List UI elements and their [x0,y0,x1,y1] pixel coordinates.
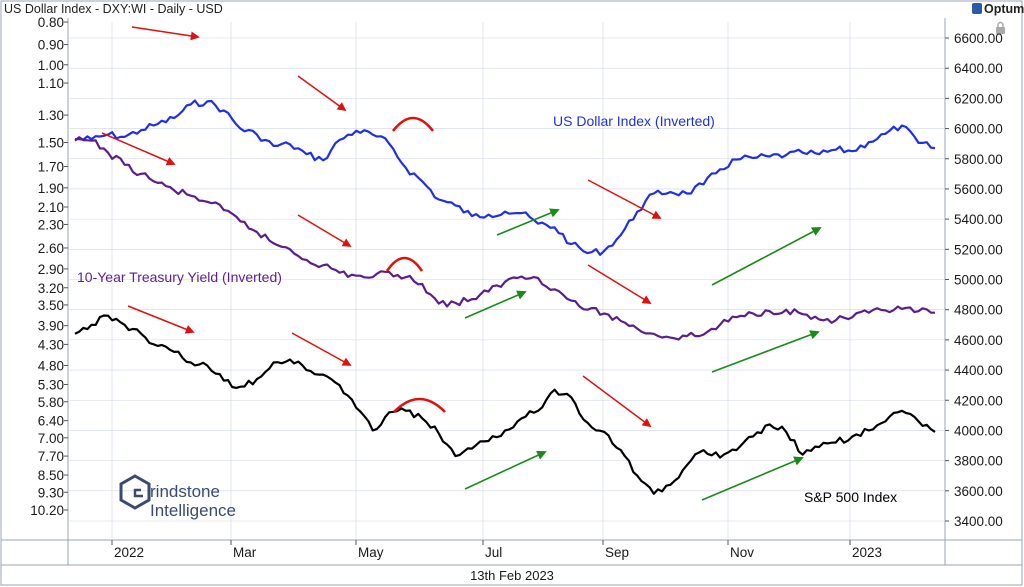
left-tick-label: 1.90 [38,181,64,196]
x-tick-label: 2022 [114,545,144,560]
left-tick-label: 1.70 [38,159,64,174]
right-tick-label: 3400.00 [954,514,1003,529]
left-tick-label: 3.20 [38,281,64,296]
x-tick-label: Nov [730,545,754,560]
annotation-layer [101,26,822,501]
right-tick-label: 6400.00 [954,61,1003,76]
x-axis: 2022 Mar May Jul Sep Nov 2023 [111,540,882,560]
x-tick-label: Mar [233,545,257,560]
optuma-brand[interactable]: Optuma [972,2,1024,16]
left-tick-label: 0.80 [38,15,64,30]
series-layer [74,99,936,495]
peak-arc [385,256,424,272]
left-tick-label: 3.50 [38,298,64,313]
left-tick-label: 10.20 [30,503,64,518]
down-trend-arrow [297,75,347,112]
peak-arc [391,116,435,132]
down-trend-arrow [587,264,652,304]
series-line-spx [74,314,936,495]
right-tick-label: 3800.00 [954,454,1003,469]
down-trend-arrow [291,332,352,366]
left-tick-label: 4.30 [38,337,64,352]
left-tick-label: 0.90 [38,38,64,53]
down-trend-arrow [297,214,352,247]
left-tick-label: 6.40 [38,414,64,429]
right-tick-label: 5600.00 [954,182,1003,197]
x-tick-label: Jul [485,545,502,560]
left-tick-label: 5.30 [38,377,64,392]
left-tick-label: 8.50 [38,468,64,483]
up-trend-arrow [496,208,560,236]
down-trend-arrow [131,26,200,41]
right-tick-label: 6000.00 [954,122,1003,137]
right-tick-label: 5200.00 [954,242,1003,257]
right-tick-label: 5000.00 [954,273,1003,288]
logo-text-line1: rindstone [150,482,220,501]
left-tick-label: 2.30 [38,217,64,232]
right-axis: 6600.00 6400.00 6200.00 6000.00 5800.00 5600.… [945,31,1003,529]
left-tick-label: 2.60 [38,241,64,256]
right-tick-label: 4000.00 [954,423,1003,438]
x-tick-label: May [358,545,384,560]
left-axis: 0.80 0.90 1.00 1.10 1.30 1.50 1.70 1.90 2.10 2.30… [30,15,68,518]
series-label-spx: S&P 500 Index [804,489,897,505]
series-line-yield [74,136,936,341]
lock-icon[interactable] [996,21,1005,35]
left-tick-label: 7.00 [38,431,64,446]
up-trend-arrow [701,456,804,501]
x-tick-label: Sep [605,545,629,560]
right-tick-label: 4800.00 [954,303,1003,318]
right-tick-label: 6200.00 [954,91,1003,106]
up-trend-arrow [711,330,820,373]
right-tick-label: 6600.00 [954,31,1003,46]
grindstone-logo: rindstone Intelligence [119,474,236,520]
optuma-brand-label: Optuma [984,2,1024,16]
hexagon-logo-icon [119,474,151,510]
left-tick-label: 2.10 [38,200,64,215]
left-tick-label: 1.00 [38,58,64,73]
series-label-dollar: US Dollar Index (Inverted) [553,113,715,129]
up-trend-arrow [711,227,822,286]
right-tick-label: 3600.00 [954,484,1003,499]
right-tick-label: 5400.00 [954,212,1003,227]
right-tick-label: 4400.00 [954,363,1003,378]
series-label-yield: 10-Year Treasury Yield (Inverted) [77,269,282,285]
down-trend-arrow [582,375,652,428]
left-tick-label: 4.80 [38,358,64,373]
left-tick-label: 1.30 [38,108,64,123]
left-tick-label: 2.90 [38,262,64,277]
left-tick-label: 5.80 [38,395,64,410]
left-tick-label: 1.50 [38,136,64,151]
down-trend-arrow [587,179,662,219]
down-trend-arrow [127,305,195,334]
series-line-dollar [75,99,936,256]
optuma-brand-icon [972,3,982,14]
left-tick-label: 9.30 [38,485,64,500]
right-tick-label: 4600.00 [954,333,1003,348]
up-trend-arrow [464,450,547,490]
x-tick-label: 2023 [852,545,882,560]
logo-text-line2: Intelligence [150,501,236,520]
peak-arc [393,397,446,413]
up-trend-arrow [464,290,527,319]
right-tick-label: 4200.00 [954,393,1003,408]
left-tick-label: 1.10 [38,76,64,91]
left-tick-label: 3.90 [38,319,64,334]
date-footer: 13th Feb 2023 [470,568,554,583]
right-tick-label: 5800.00 [954,152,1003,167]
left-tick-label: 7.70 [38,449,64,464]
down-trend-arrow [101,132,176,166]
chart-title: US Dollar Index - DXY:WI - Daily - USD [4,2,223,16]
